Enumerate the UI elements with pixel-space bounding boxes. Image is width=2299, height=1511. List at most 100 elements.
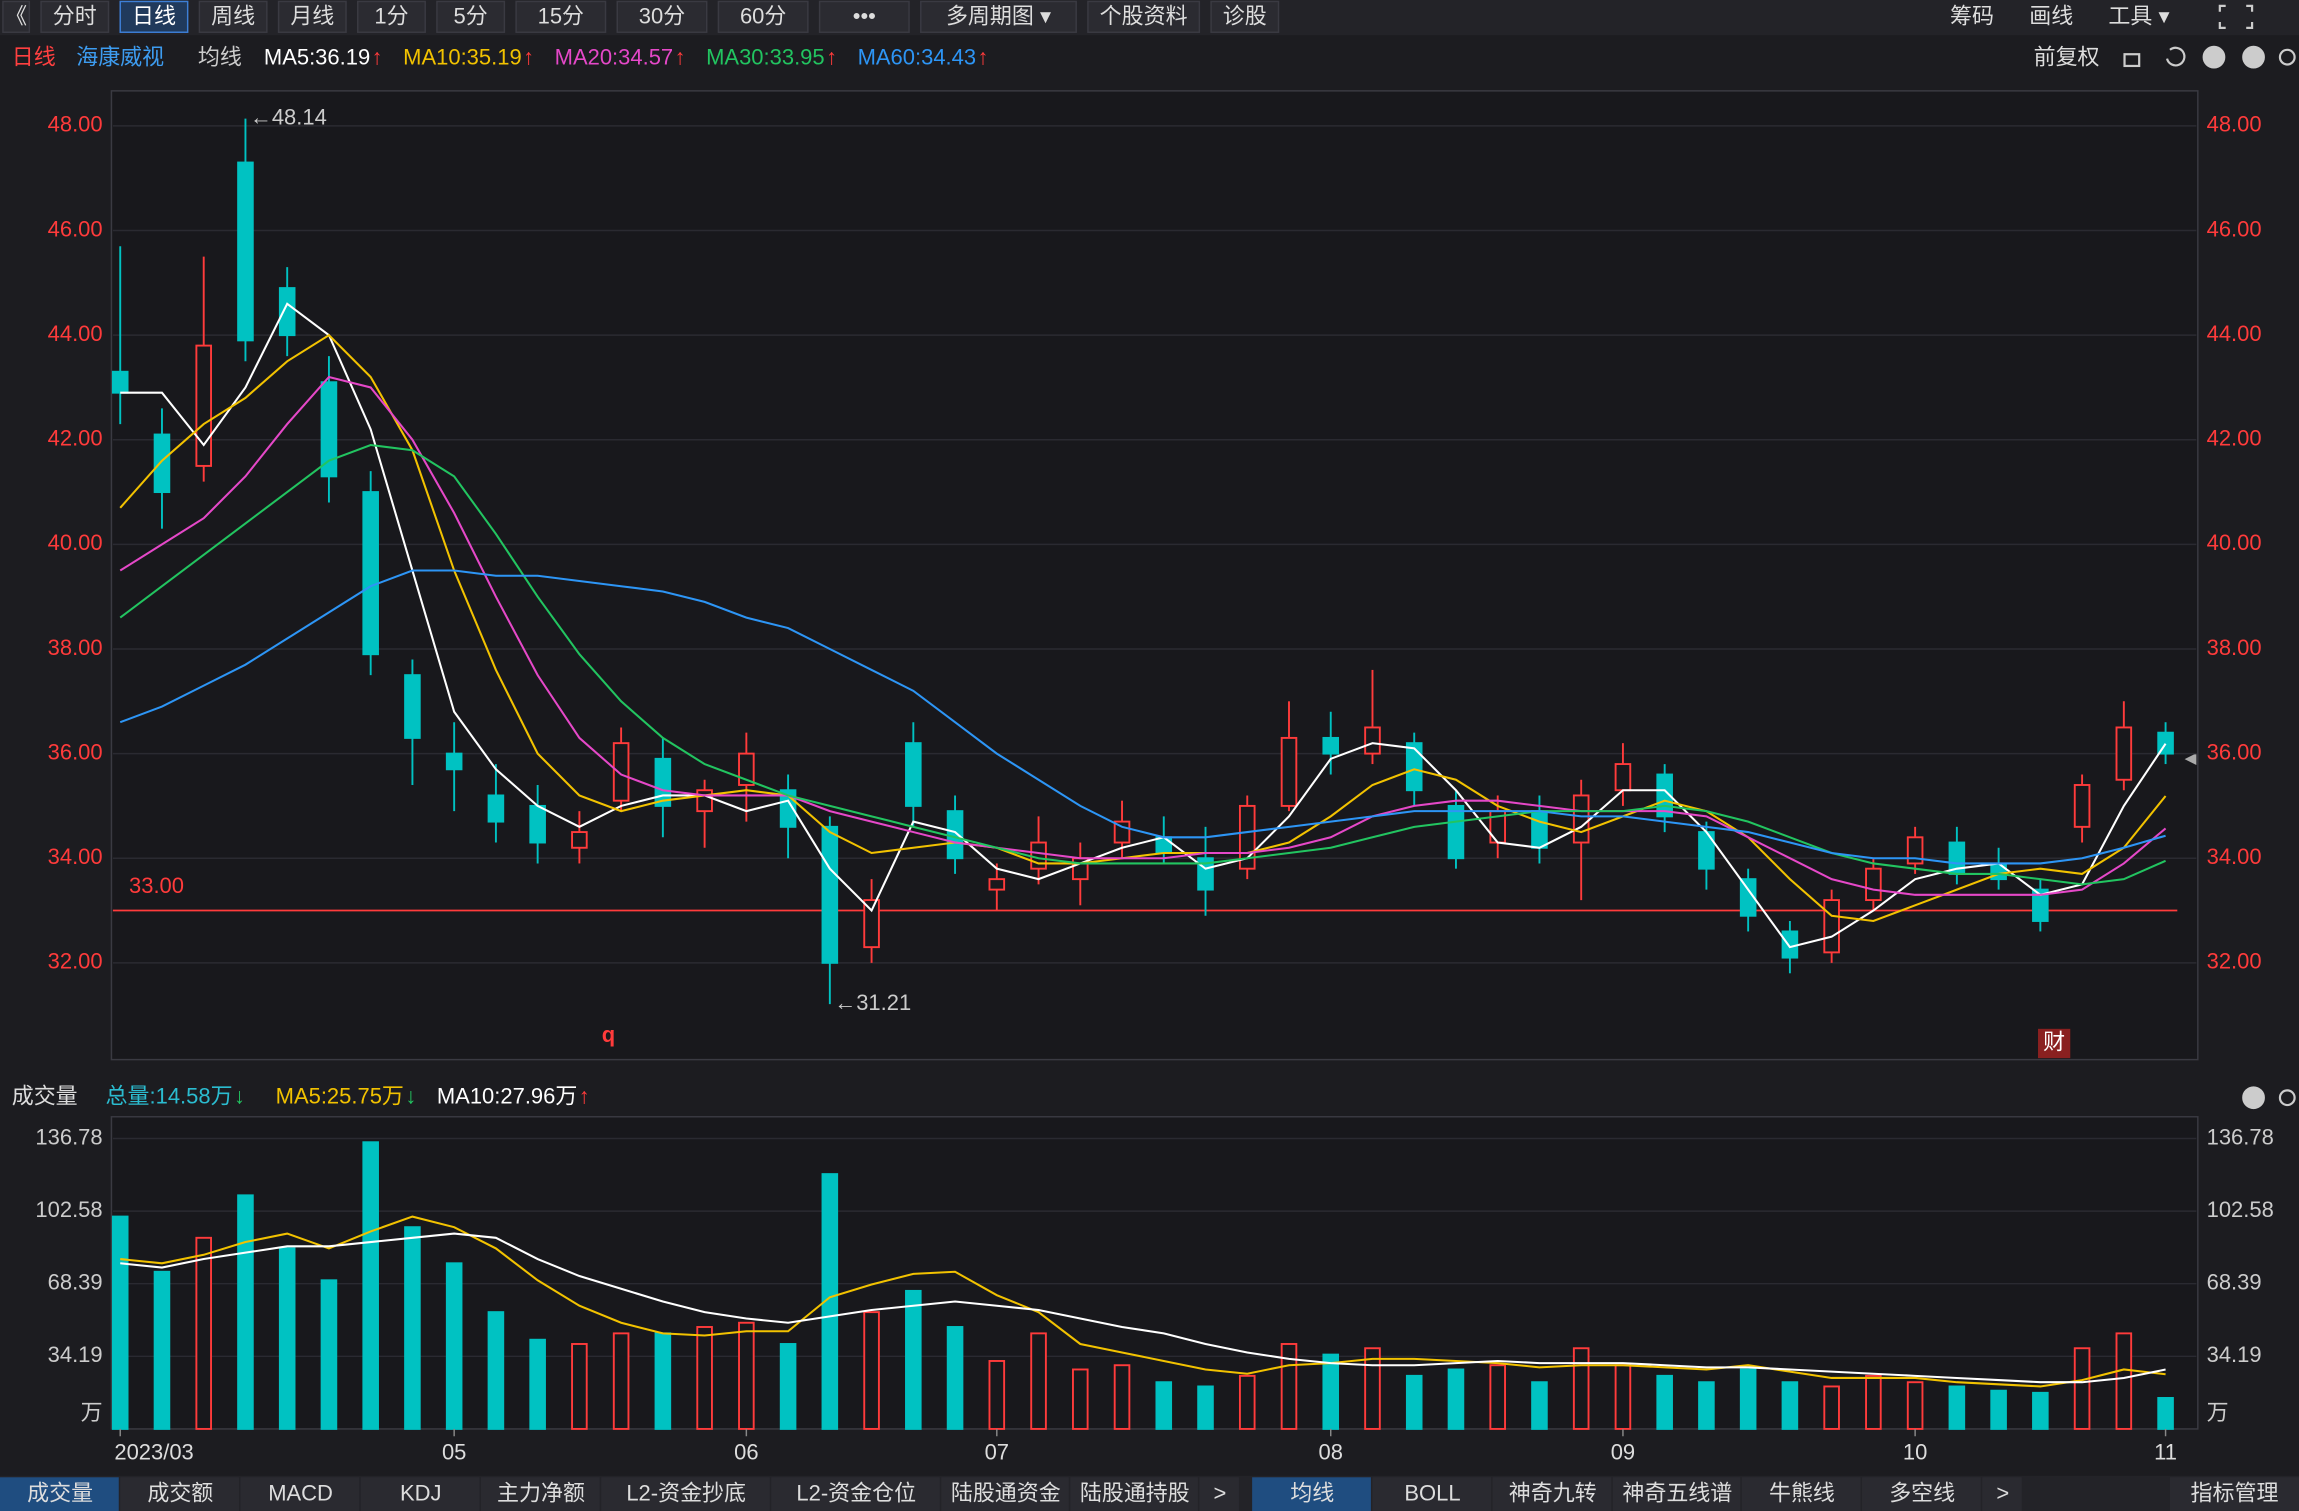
indicator-tab-label[interactable]: 均线 <box>1290 1481 1334 1506</box>
indicator-tab-label[interactable]: KDJ <box>400 1481 442 1506</box>
y-tick-label: 44.00 <box>48 321 103 346</box>
toolbar-button[interactable] <box>277 0 347 33</box>
indicator-tab-label[interactable]: 指标管理 <box>2191 1481 2279 1506</box>
legend-entry: MA30:33.95 <box>706 44 824 69</box>
event-marker[interactable]: 财 <box>2043 1029 2065 1054</box>
toolbar-right-label[interactable]: 工具 ▾ <box>2108 3 2169 28</box>
indicator-tab-label[interactable]: L2-资金仓位 <box>796 1481 916 1506</box>
toolbar-label[interactable]: 月线 <box>290 3 334 28</box>
toolbar-button[interactable] <box>1210 0 1280 33</box>
window-icons[interactable] <box>2123 4 2296 1110</box>
adjust-label[interactable]: 前复权 <box>2034 44 2100 69</box>
indicator-tab[interactable] <box>1070 1477 1198 1511</box>
volume-bar <box>1906 1381 1924 1430</box>
toolbar-button[interactable] <box>818 0 910 33</box>
event-marker-bg[interactable] <box>2038 1028 2071 1059</box>
close-icon[interactable] <box>2242 1086 2265 1110</box>
toolbar-label[interactable]: 5分 <box>454 3 488 28</box>
indicator-tab[interactable] <box>1252 1477 1371 1511</box>
fullscreen-icon[interactable] <box>2218 4 2254 29</box>
indicator-tab-label[interactable]: > <box>1213 1481 1226 1506</box>
legend-entry: MA5:25.75万 <box>276 1084 404 1109</box>
indicator-tab-label[interactable]: 神奇九转 <box>1509 1481 1597 1506</box>
candle-body <box>1531 810 1548 849</box>
indicator-tab[interactable] <box>601 1477 770 1511</box>
indicator-tab[interactable] <box>771 1477 940 1511</box>
toolbar-button[interactable] <box>2 0 31 33</box>
toolbar-label[interactable]: 多周期图 ▾ <box>946 3 1051 28</box>
indicator-tab[interactable] <box>1492 1477 1612 1511</box>
indicator-tab[interactable] <box>941 1477 1069 1511</box>
indicator-tab-label[interactable]: MACD <box>268 1481 333 1506</box>
indicator-tab-label[interactable]: > <box>1996 1481 2009 1506</box>
indicator-tab[interactable] <box>2169 1477 2299 1511</box>
candle-body <box>1781 930 1799 959</box>
indicator-tab[interactable] <box>1862 1477 1981 1511</box>
toolbar-label[interactable]: 《 <box>5 3 27 28</box>
indicator-tab-label[interactable]: L2-资金抄底 <box>626 1481 746 1506</box>
settings-icon[interactable] <box>2278 1089 2296 1107</box>
toolbar-button[interactable] <box>1087 0 1201 33</box>
candle-body <box>445 752 463 771</box>
volume-bar <box>1405 1374 1423 1430</box>
period-label[interactable]: 日线 <box>12 44 56 69</box>
indicator-tab[interactable] <box>1741 1477 1861 1511</box>
y2-tick-label: 34.19 <box>2207 1342 2262 1367</box>
toolbar-label[interactable]: 30分 <box>639 3 685 28</box>
indicator-tab-label[interactable]: 主力净额 <box>497 1481 585 1506</box>
toolbar-label[interactable]: 个股资料 <box>1100 3 1188 28</box>
settings-icon[interactable] <box>2278 48 2296 66</box>
volume-bar <box>821 1173 839 1430</box>
indicator-tab-label[interactable]: 陆股通资金 <box>951 1481 1061 1506</box>
toolbar-label[interactable]: 15分 <box>538 3 584 28</box>
volume-bar <box>237 1194 254 1430</box>
lock-icon[interactable] <box>2123 53 2141 68</box>
indicator-tab-label[interactable]: 成交量 <box>27 1481 93 1506</box>
zoom-out-icon[interactable] <box>2242 45 2265 69</box>
toolbar-button[interactable] <box>198 0 268 33</box>
toolbar-button[interactable] <box>357 0 426 33</box>
y2-tick-label: 44.00 <box>2207 321 2262 346</box>
candle-body <box>988 878 1006 891</box>
indicator-tab[interactable] <box>240 1477 360 1511</box>
undo-icon[interactable] <box>2165 46 2186 67</box>
indicator-tab-label[interactable]: 陆股通持股 <box>1080 1481 1190 1506</box>
toolbar-label[interactable]: 周线 <box>211 3 255 28</box>
indicator-tab[interactable] <box>1982 1477 2022 1511</box>
y2-tick-label: 40.00 <box>2207 530 2262 555</box>
indicator-tab[interactable] <box>120 1477 239 1511</box>
indicator-tab[interactable] <box>1612 1477 1741 1511</box>
toolbar-button[interactable] <box>119 0 189 33</box>
toolbar-label[interactable]: 分时 <box>53 3 97 28</box>
toolbar-button[interactable] <box>717 0 809 33</box>
toolbar-right-label[interactable]: 筹码 <box>1950 3 1994 28</box>
toolbar-button[interactable] <box>436 0 506 33</box>
volume-bar <box>2157 1397 2174 1430</box>
volume-bar <box>863 1311 880 1430</box>
toolbar-label[interactable]: 60分 <box>740 3 786 28</box>
toolbar-label[interactable]: 1分 <box>374 3 408 28</box>
indicator-tab-label[interactable]: 成交额 <box>147 1481 213 1506</box>
toolbar-button[interactable] <box>616 0 708 33</box>
toolbar-label[interactable]: 诊股 <box>1223 3 1267 28</box>
indicator-tab[interactable] <box>1199 1477 1239 1511</box>
indicator-tab-label[interactable]: 牛熊线 <box>1769 1481 1835 1506</box>
indicator-tab[interactable] <box>0 1477 119 1511</box>
volume-bar <box>1364 1347 1381 1430</box>
toolbar-label[interactable]: ••• <box>853 3 876 28</box>
ma-label[interactable]: 均线 <box>198 44 242 69</box>
zoom-in-icon[interactable] <box>2202 45 2226 69</box>
toolbar-button[interactable] <box>515 0 607 33</box>
indicator-tab-label[interactable]: 神奇五线谱 <box>1622 1481 1732 1506</box>
event-marker[interactable]: q <box>602 1022 615 1047</box>
toolbar-button[interactable] <box>920 0 1077 33</box>
toolbar-button[interactable] <box>40 0 110 33</box>
indicator-tab-label[interactable]: 多空线 <box>1889 1481 1955 1506</box>
indicator-tab[interactable] <box>1372 1477 1492 1511</box>
toolbar-right-label[interactable]: 画线 <box>2029 3 2073 28</box>
toolbar-label[interactable]: 日线 <box>132 3 176 28</box>
candle-body <box>1030 841 1047 870</box>
indicator-tab[interactable] <box>360 1477 480 1511</box>
indicator-tab[interactable] <box>480 1477 600 1511</box>
indicator-tab-label[interactable]: BOLL <box>1404 1481 1460 1506</box>
